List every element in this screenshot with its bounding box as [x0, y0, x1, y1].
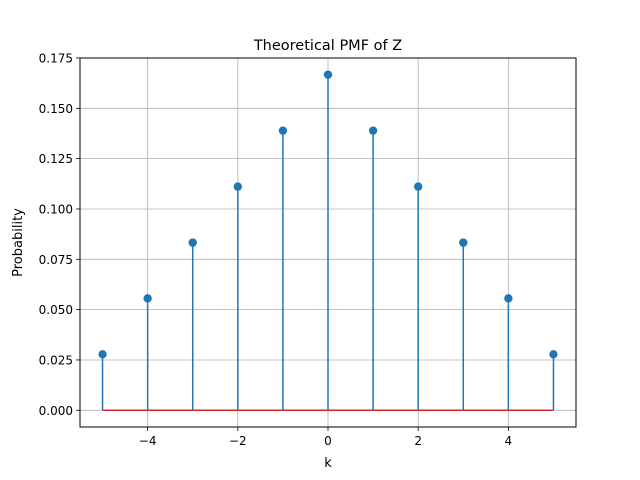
stem-marker: [278, 126, 288, 135]
stem-marker: [143, 294, 152, 303]
stem-marker: [549, 350, 558, 359]
stem-marker: [188, 238, 197, 247]
y-tick-label: 0.125: [39, 152, 73, 166]
x-axis-label: k: [324, 456, 332, 471]
x-axis-ticks: −4 −2 0 2 4: [139, 427, 512, 448]
y-tick-label: 0.025: [39, 353, 73, 367]
y-axis-ticks: 0.000 0.025 0.050 0.075 0.100 0.125 0.150 0.175: [39, 52, 80, 418]
stem-marker: [323, 70, 333, 79]
x-tick-label: 4: [505, 434, 513, 448]
x-tick-label: −2: [229, 434, 247, 448]
stem-marker: [459, 238, 468, 247]
chart-title: Theoretical PMF of Z: [253, 38, 402, 54]
y-tick-label: 0.175: [39, 52, 73, 66]
x-tick-label: 2: [414, 434, 422, 448]
x-tick-label: 0: [324, 434, 332, 448]
y-tick-label: 0.000: [39, 404, 73, 418]
y-tick-label: 0.100: [39, 202, 73, 216]
stem-marker: [413, 182, 423, 191]
stems-layer: [98, 70, 558, 411]
y-axis-label: Probability: [11, 208, 26, 277]
stem-marker: [98, 350, 107, 359]
y-tick-label: 0.050: [39, 303, 73, 317]
x-tick-label: −4: [139, 434, 157, 448]
y-tick-label: 0.075: [39, 253, 73, 267]
y-tick-label: 0.150: [39, 102, 73, 116]
stem-marker: [233, 182, 243, 191]
stem-marker: [368, 126, 378, 135]
stem-marker: [504, 294, 513, 303]
